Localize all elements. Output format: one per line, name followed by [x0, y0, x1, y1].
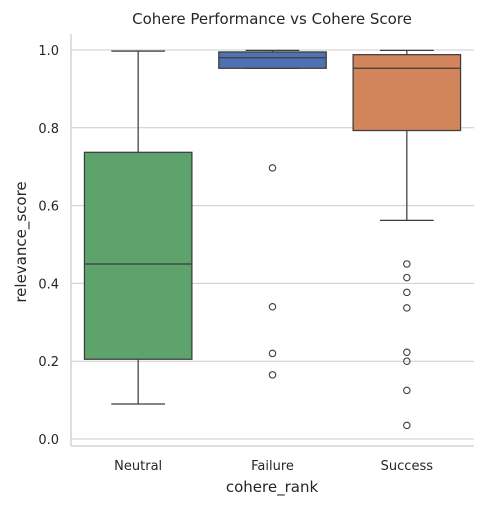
box-iqr [218, 51, 327, 69]
y-tick-label: 0.0 [38, 433, 59, 448]
box-series [83, 49, 462, 430]
chart-title: Cohere Performance vs Cohere Score [132, 10, 412, 28]
x-tick-labels: Neutral Failure Success [114, 459, 433, 474]
box-group-failure [218, 49, 327, 379]
outlier-point [403, 421, 411, 430]
outlier-point [268, 164, 277, 172]
outlier-point [268, 371, 277, 379]
y-tick-labels: 0.0 0.2 0.4 0.6 0.8 1.0 [38, 44, 59, 448]
outlier-point [403, 386, 411, 395]
box-group-success [352, 49, 462, 430]
outlier-point [403, 357, 411, 365]
x-tick-label: Success [381, 459, 434, 474]
y-tick-label: 0.6 [38, 200, 59, 215]
box-group-neutral [83, 50, 193, 405]
x-axis-label: cohere_rank [226, 478, 319, 497]
x-tick-label: Failure [251, 459, 294, 474]
y-tick-label: 0.2 [38, 355, 59, 370]
outlier-point [403, 304, 411, 312]
box-iqr [83, 151, 193, 360]
y-tick-label: 1.0 [38, 44, 59, 59]
y-axis-label: relevance_score [12, 181, 31, 302]
outlier-point [403, 288, 411, 297]
axes-spines [70, 34, 474, 447]
y-tick-label: 0.4 [38, 277, 59, 292]
outlier-point [268, 349, 277, 358]
outlier-point [403, 260, 411, 268]
box-iqr [352, 54, 462, 132]
outlier-point [403, 273, 411, 282]
y-tick-label: 0.8 [38, 122, 59, 137]
x-tick-label: Neutral [114, 459, 162, 474]
outlier-point [268, 302, 277, 311]
outlier-point [403, 348, 411, 357]
